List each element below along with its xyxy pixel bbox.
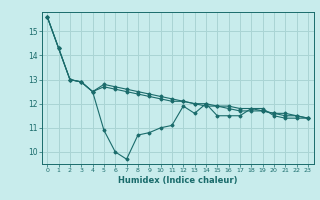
X-axis label: Humidex (Indice chaleur): Humidex (Indice chaleur)	[118, 176, 237, 185]
